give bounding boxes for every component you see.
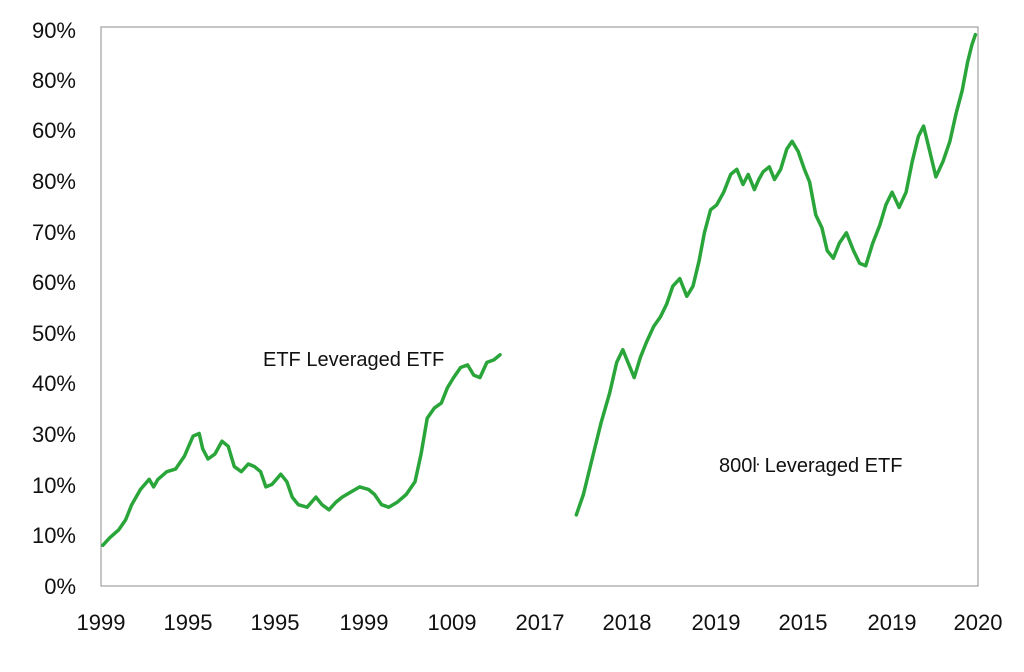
y-tick-label: 50% [32, 321, 76, 346]
annotation-label: 800ŀ Leveraged ETF [719, 455, 902, 477]
annotation-label: ETF Leveraged ETF [263, 349, 444, 371]
x-tick-label: 1009 [428, 610, 477, 635]
y-tick-label: 10% [32, 523, 76, 548]
x-tick-label: 2015 [779, 610, 828, 635]
y-tick-label: 30% [32, 422, 76, 447]
x-tick-label: 2019 [692, 610, 741, 635]
x-axis-ticks: 1999 1995 1995 1999 1009 2017 2018 2019 2015 2019… [77, 610, 1003, 635]
y-tick-label: 70% [32, 220, 76, 245]
y-tick-label: 60% [32, 270, 76, 295]
series-layer [101, 32, 978, 548]
y-tick-label: 0% [44, 574, 76, 599]
y-tick-label: 90% [32, 18, 76, 43]
x-tick-label: 1995 [251, 610, 300, 635]
plot-frame [100, 26, 979, 587]
y-tick-label: 40% [32, 371, 76, 396]
y-tick-label: 80% [32, 169, 76, 194]
x-tick-label: 1999 [340, 610, 389, 635]
series-line-leveraged-etf [574, 32, 978, 517]
x-tick-label: 2020 [954, 610, 1003, 635]
series-line-etf [101, 353, 502, 548]
y-axis-ticks: 0% 10% 10% 30% 40% 50% 60% 70% 80% 60% 80% 90% [32, 18, 76, 599]
y-tick-label: 60% [32, 118, 76, 143]
y-tick-label: 10% [32, 473, 76, 498]
x-tick-label: 2018 [603, 610, 652, 635]
x-tick-label: 2019 [868, 610, 917, 635]
y-tick-label: 80% [32, 68, 76, 93]
x-tick-label: 2017 [516, 610, 565, 635]
x-tick-label: 1995 [164, 610, 213, 635]
x-tick-label: 1999 [77, 610, 126, 635]
